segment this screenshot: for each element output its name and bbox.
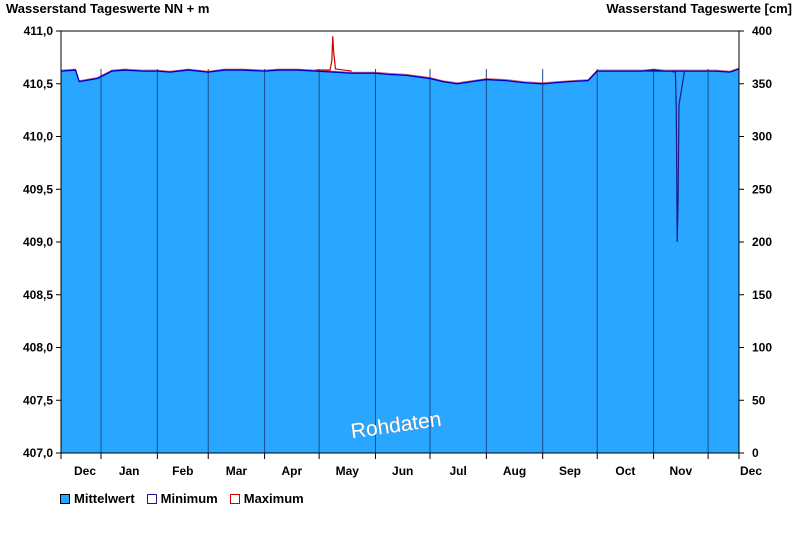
left-tick-label: 407,0 bbox=[23, 446, 53, 460]
left-tick-label: 407,5 bbox=[23, 393, 53, 407]
left-tick-label: 408,0 bbox=[23, 341, 53, 355]
right-tick-label: 100 bbox=[752, 341, 772, 355]
legend-swatch-maximum bbox=[229, 493, 240, 504]
right-tick-label: 400 bbox=[752, 24, 772, 38]
x-tick-label: May bbox=[336, 464, 360, 478]
right-tick-label: 250 bbox=[752, 182, 772, 196]
legend-label-maximum: Maximum bbox=[243, 491, 304, 506]
x-tick-label: Sep bbox=[559, 464, 581, 478]
series-area-mittelwert bbox=[61, 69, 739, 453]
right-tick-label: 0 bbox=[752, 446, 759, 460]
x-tick-label: Dec bbox=[740, 464, 762, 478]
right-tick-label: 200 bbox=[752, 235, 772, 249]
series-line-minimum bbox=[646, 70, 716, 243]
series-line-maximum-envelope bbox=[60, 67, 740, 84]
series-line-mittelwert bbox=[60, 68, 740, 85]
x-tick-label: Jun bbox=[392, 464, 413, 478]
x-tick-label: Apr bbox=[282, 464, 303, 478]
legend-item-maximum: Maximum bbox=[229, 491, 304, 506]
x-tick-label: Feb bbox=[172, 464, 193, 478]
x-tick-label: Oct bbox=[615, 464, 635, 478]
x-tick-label: Jul bbox=[449, 464, 466, 478]
legend-item-mean: Mittelwert bbox=[60, 491, 135, 506]
chart-legend: Mittelwert Minimum Maximum bbox=[60, 491, 316, 506]
left-axis-title: Wasserstand Tageswerte NN + m bbox=[6, 1, 210, 16]
x-tick-label: Dec bbox=[74, 464, 96, 478]
legend-swatch-mean bbox=[60, 493, 70, 504]
legend-label-minimum: Minimum bbox=[160, 491, 218, 506]
right-tick-label: 150 bbox=[752, 288, 772, 302]
right-tick-label: 50 bbox=[752, 393, 766, 407]
x-tick-label: Jan bbox=[119, 464, 140, 478]
right-axis-title: Wasserstand Tageswerte [cm] bbox=[606, 1, 792, 16]
left-tick-label: 408,5 bbox=[23, 288, 53, 302]
left-tick-label: 409,5 bbox=[23, 182, 53, 196]
series-line-maximum bbox=[315, 36, 352, 72]
x-tick-label: Aug bbox=[503, 464, 526, 478]
legend-label-mean: Mittelwert bbox=[74, 491, 135, 506]
x-tick-label: Mar bbox=[226, 464, 248, 478]
legend-item-minimum: Minimum bbox=[146, 491, 218, 506]
left-tick-label: 410,0 bbox=[23, 130, 53, 144]
left-tick-label: 411,0 bbox=[24, 24, 54, 38]
right-tick-label: 300 bbox=[752, 130, 772, 144]
left-tick-label: 410,5 bbox=[23, 77, 53, 91]
left-tick-label: 409,0 bbox=[23, 235, 53, 249]
legend-swatch-minimum bbox=[146, 493, 157, 504]
right-tick-label: 350 bbox=[752, 77, 772, 91]
x-tick-label: Nov bbox=[669, 464, 692, 478]
